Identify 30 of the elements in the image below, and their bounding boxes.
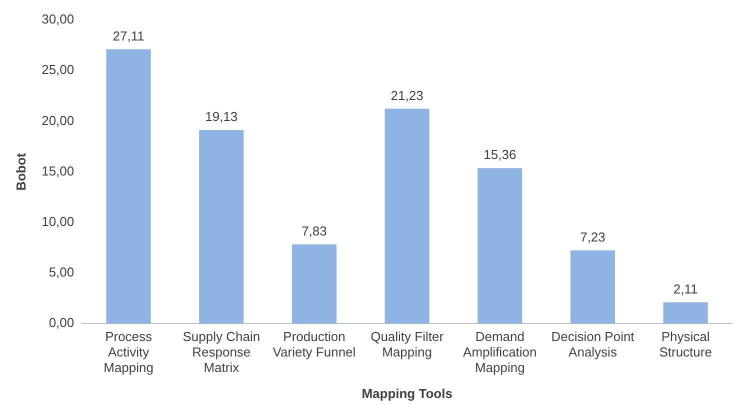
- x-tick-label: Physical Structure: [659, 328, 712, 360]
- bar: [384, 108, 430, 324]
- bar: [663, 302, 708, 324]
- bar: [106, 49, 151, 324]
- bar: [478, 168, 522, 324]
- data-label: 2,11: [673, 281, 698, 296]
- data-label: 21,23: [390, 88, 424, 103]
- data-label: 15,36: [484, 147, 516, 162]
- x-tick-label: Production Variety Funnel: [272, 328, 356, 360]
- data-label: 27,11: [112, 28, 144, 44]
- y-tick-label: 10,00: [42, 214, 74, 229]
- data-label: 7,83: [302, 223, 327, 238]
- bar: [199, 130, 244, 324]
- x-tick-label: Process Activity Mapping: [104, 328, 154, 376]
- y-tick-label: 30,00: [42, 12, 74, 27]
- y-tick-label: 0,00: [48, 315, 74, 330]
- y-tick-label: 25,00: [42, 62, 74, 78]
- y-tick-label: 20,00: [42, 112, 74, 128]
- bar: [292, 244, 337, 324]
- bar: [570, 250, 616, 324]
- y-tick-label: 5,00: [48, 264, 74, 280]
- data-label: 19,13: [205, 109, 238, 124]
- data-label: 7,23: [580, 230, 606, 245]
- x-tick-label: Supply Chain Response Matrix: [182, 328, 260, 376]
- y-axis-title: Bobot: [13, 152, 28, 191]
- x-tick-label: Quality Filter Mapping: [370, 328, 444, 360]
- x-tick-label: Decision Point Analysis: [551, 328, 635, 360]
- x-axis-title: Mapping Tools: [362, 386, 452, 401]
- x-tick-label: Demand Amplification Mapping: [463, 328, 537, 376]
- y-tick-label: 15,00: [42, 163, 74, 178]
